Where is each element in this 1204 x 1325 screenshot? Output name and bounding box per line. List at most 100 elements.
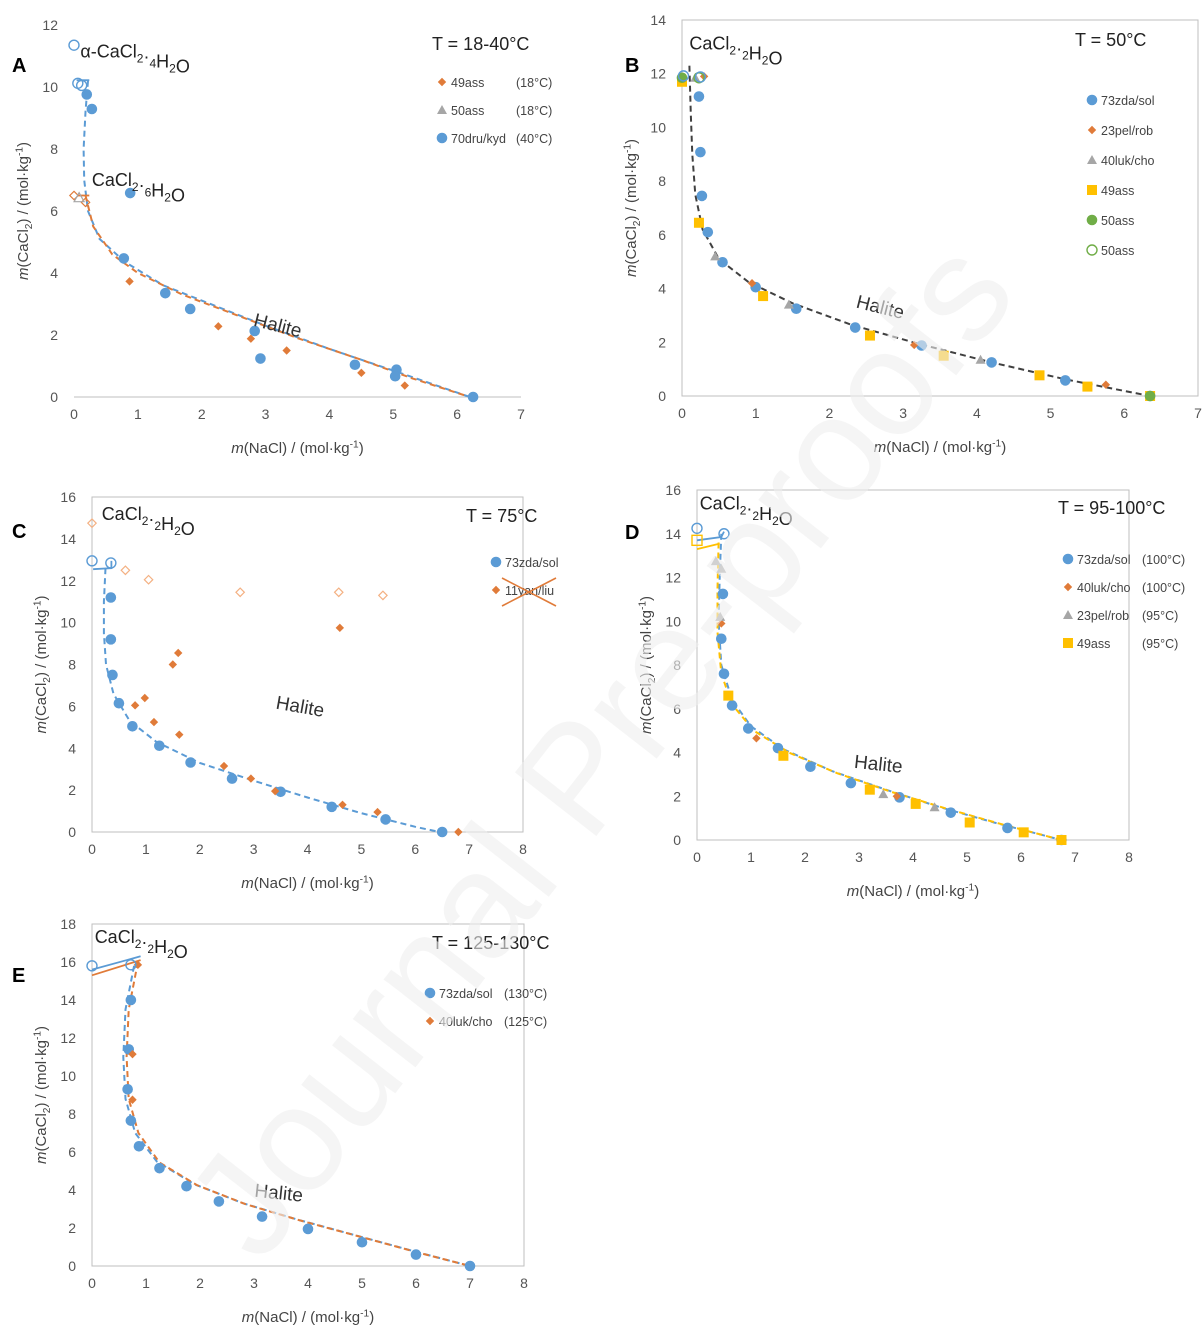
data-point: [154, 1162, 165, 1174]
y-tick-label: 12: [665, 570, 681, 586]
data-point: [185, 757, 196, 768]
data-point: [125, 959, 137, 971]
data-point: [691, 522, 703, 534]
y-tick-label: 16: [60, 954, 76, 970]
data-point: [275, 786, 286, 798]
panel-letter: D: [625, 522, 639, 544]
legend-label: 73zda/sol: [439, 987, 493, 1001]
fit-curve: [84, 195, 471, 398]
plot-frame: [681, 19, 1199, 397]
data-point: [105, 557, 117, 569]
data-point: [849, 322, 861, 333]
x-tick-label: 4: [909, 849, 917, 865]
fit-curve: [122, 965, 471, 1267]
y-tick-label: 14: [60, 531, 76, 547]
data-point: [878, 789, 889, 799]
y-tick-label: 4: [50, 265, 58, 281]
y-tick-label: 0: [68, 824, 76, 840]
data-point: [125, 994, 137, 1006]
legend-marker: [491, 585, 501, 595]
phase-annotation: CaCl2·2H2O: [102, 504, 195, 539]
data-point: [357, 368, 366, 378]
phase-annotation: CaCl2·2H2O: [95, 927, 188, 962]
legend-marker: [1063, 582, 1073, 592]
phase-annotation: Halite: [853, 752, 904, 778]
y-axis-label: m(CaCl2) / (mol·kg-1): [14, 142, 34, 280]
data-point: [73, 191, 86, 203]
panel-letter: A: [12, 55, 26, 77]
legend-label: 50ass: [1101, 244, 1134, 258]
data-point: [929, 802, 940, 812]
legend-marker: [436, 132, 448, 144]
y-tick-label: 14: [665, 526, 681, 542]
data-point: [127, 720, 138, 732]
data-point: [154, 740, 165, 752]
x-tick-label: 3: [855, 849, 863, 865]
data-point: [710, 556, 721, 566]
temperature-label: T = 75°C: [466, 506, 537, 526]
data-point: [140, 693, 149, 703]
y-tick-label: 2: [658, 334, 666, 350]
data-point: [717, 256, 728, 268]
x-tick-label: 3: [250, 1275, 258, 1291]
y-tick-label: 0: [68, 1258, 76, 1274]
legend-marker: [1086, 214, 1098, 226]
y-tick-label: 6: [68, 698, 76, 714]
data-point: [86, 103, 98, 115]
data-point: [718, 668, 730, 680]
x-tick-label: 6: [453, 406, 461, 422]
data-point: [691, 534, 703, 547]
fit-curve: [82, 80, 471, 398]
x-axis-label: m(NaCl) / (mol·kg-1): [242, 1308, 374, 1325]
y-axis-label: m(CaCl2) / (mol·kg-1): [622, 139, 642, 277]
data-point: [235, 587, 246, 598]
data-point: [717, 588, 729, 600]
legend-marker: [424, 987, 436, 999]
data-point: [805, 761, 816, 773]
legend-label: 23pel/rob: [1101, 124, 1153, 138]
data-point: [246, 334, 256, 343]
data-point: [1034, 370, 1045, 381]
legend-label: 49ass: [1101, 184, 1134, 198]
x-tick-label: 7: [466, 1275, 474, 1291]
x-tick-label: 0: [70, 406, 78, 422]
data-point: [693, 217, 704, 228]
data-point: [723, 690, 734, 701]
legend-note: (95°C): [1142, 637, 1178, 651]
data-point: [695, 146, 706, 158]
legend-marker: [490, 556, 502, 568]
data-point: [356, 1236, 368, 1248]
y-tick-label: 0: [50, 389, 58, 405]
data-point: [975, 354, 986, 364]
plot-frame: [696, 489, 1130, 841]
solid-curve: [696, 542, 720, 550]
x-tick-label: 2: [198, 406, 206, 422]
data-point: [256, 1211, 268, 1222]
phase-annotation: Halite: [854, 292, 906, 324]
data-point: [86, 555, 98, 567]
data-point: [938, 350, 949, 361]
y-tick-label: 6: [673, 701, 681, 717]
legend-label: 50ass: [1101, 214, 1134, 228]
y-tick-label: 6: [50, 203, 58, 219]
y-tick-label: 12: [42, 17, 58, 33]
y-tick-label: 12: [650, 66, 666, 82]
y-tick-label: 6: [658, 227, 666, 243]
phase-annotation: α-CaCl2·4H2O: [80, 42, 190, 77]
data-point: [246, 774, 256, 783]
panel-letter: C: [12, 521, 26, 543]
y-tick-label: 16: [60, 489, 76, 505]
data-point: [758, 291, 769, 302]
data-point: [752, 734, 761, 743]
x-tick-label: 4: [973, 405, 981, 421]
y-tick-label: 8: [68, 1106, 76, 1122]
data-point: [864, 330, 875, 341]
solid-curve: [91, 959, 141, 977]
fit-curve: [125, 961, 471, 1267]
x-tick-label: 4: [304, 1275, 312, 1291]
x-tick-label: 6: [1120, 405, 1128, 421]
y-tick-label: 10: [42, 79, 58, 95]
solid-curve: [696, 531, 725, 542]
x-tick-label: 2: [801, 849, 809, 865]
